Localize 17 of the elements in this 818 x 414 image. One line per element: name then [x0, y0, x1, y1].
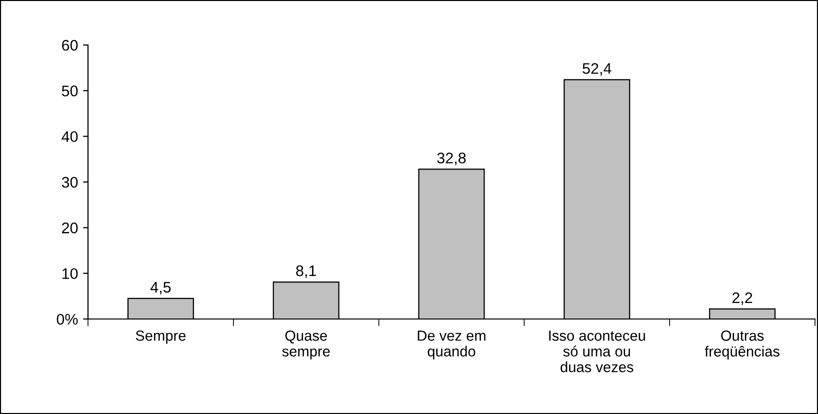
data-label: 52,4 [582, 63, 612, 76]
data-label: 8,1 [296, 265, 316, 278]
y-tick-label: 20 [62, 222, 78, 234]
y-tick-label: 50 [62, 86, 78, 96]
data-label: 4,5 [150, 282, 171, 294]
x-tick-label: De vez em quando [418, 330, 486, 360]
x-tick-label: Outras freqüências [704, 330, 780, 360]
y-tick-label: 30 [62, 176, 78, 188]
data-label: 2,2 [732, 292, 752, 305]
y-tick-label: 60 [62, 40, 78, 51]
x-tick-label: Isso aconteceu só uma ou duas vezes [549, 330, 645, 372]
y-tick-label: 10 [62, 268, 78, 280]
data-label: 32,8 [437, 152, 466, 166]
y-tick-label: 40 [62, 131, 78, 142]
y-tick-label: 0% [56, 314, 78, 325]
x-tick-label: Sempre [136, 330, 186, 344]
x-tick-label: Quase sempre [282, 330, 330, 360]
